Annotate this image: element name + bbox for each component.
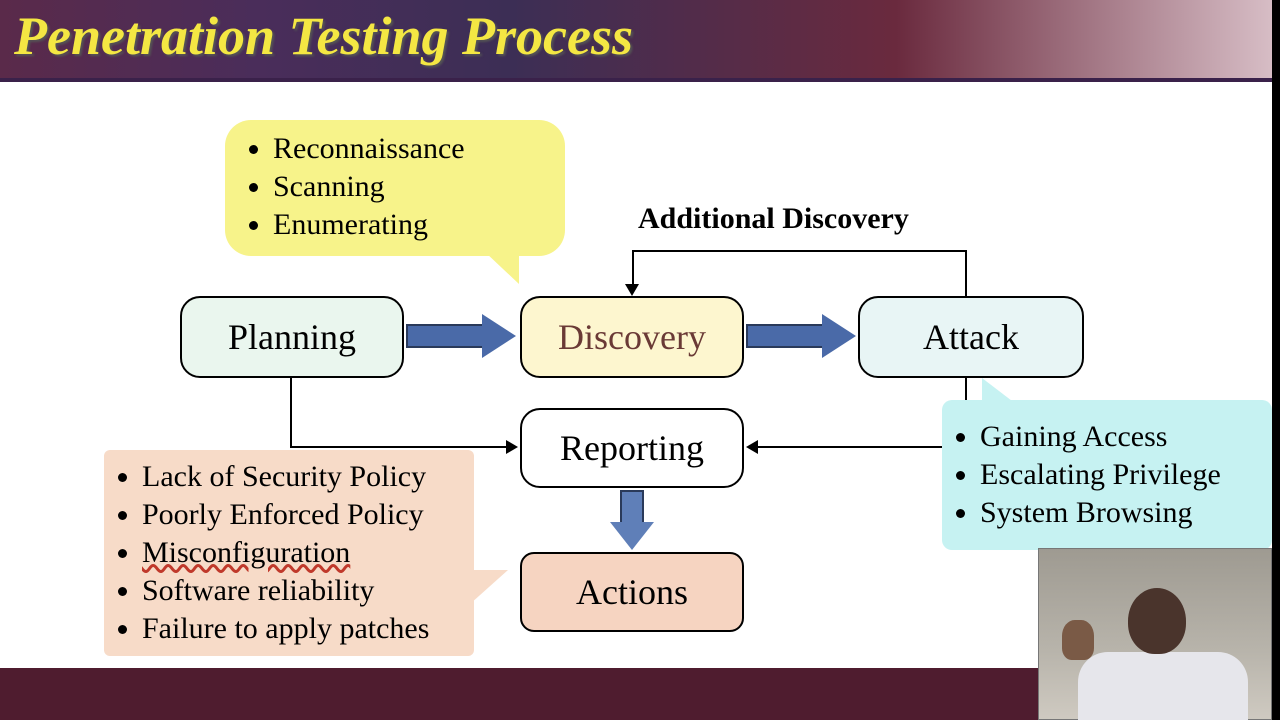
list-item: Enumerating: [273, 206, 545, 244]
actions-node: Actions: [520, 552, 744, 632]
connector-arrowhead-icon: [746, 440, 758, 454]
list-item: System Browsing: [980, 494, 1262, 532]
connector-line: [756, 446, 967, 448]
presenter-silhouette: [1062, 620, 1094, 660]
list-item: Poorly Enforced Policy: [142, 496, 464, 534]
list-item: Reconnaissance: [273, 130, 545, 168]
list-item: Gaining Access: [980, 418, 1262, 456]
connector-line: [290, 378, 292, 448]
list-item: Failure to apply patches: [142, 610, 464, 648]
attack-node: Attack: [858, 296, 1084, 378]
list-item: Scanning: [273, 168, 545, 206]
node-label: Discovery: [558, 316, 706, 358]
callout-tail-icon: [982, 378, 1016, 404]
presenter-video: [1038, 548, 1272, 720]
presenter-silhouette: [1128, 588, 1186, 654]
list-item: Software reliability: [142, 572, 464, 610]
callout-tail-icon: [485, 252, 519, 284]
callout-tail-icon: [470, 570, 508, 604]
loop-line: [632, 250, 967, 252]
actions-callout-list: Lack of Security Policy Poorly Enforced …: [114, 458, 464, 648]
attack-callout: Gaining Access Escalating Privilege Syst…: [942, 400, 1272, 550]
node-label: Actions: [576, 571, 688, 613]
connector-arrowhead-icon: [506, 440, 518, 454]
loop-arrowhead-icon: [625, 284, 639, 296]
loop-line: [632, 250, 634, 286]
presenter-silhouette: [1078, 652, 1248, 720]
loop-line: [965, 250, 967, 296]
list-item: Lack of Security Policy: [142, 458, 464, 496]
planning-node: Planning: [180, 296, 404, 378]
letterbox-right: [1272, 0, 1280, 720]
discovery-callout: Reconnaissance Scanning Enumerating: [225, 120, 565, 256]
discovery-node: Discovery: [520, 296, 744, 378]
node-label: Planning: [228, 316, 356, 358]
node-label: Reporting: [560, 427, 704, 469]
node-label: Attack: [923, 316, 1019, 358]
additional-discovery-label: Additional Discovery: [638, 202, 909, 236]
slide: Penetration Testing Process Additional D…: [0, 0, 1280, 720]
title-bar: Penetration Testing Process: [0, 0, 1280, 82]
attack-callout-list: Gaining Access Escalating Privilege Syst…: [952, 418, 1262, 532]
reporting-node: Reporting: [520, 408, 744, 488]
slide-title: Penetration Testing Process: [14, 5, 633, 67]
connector-line: [290, 446, 508, 448]
misspelling-underline: Misconfiguration: [142, 536, 350, 569]
actions-callout: Lack of Security Policy Poorly Enforced …: [104, 450, 474, 656]
discovery-callout-list: Reconnaissance Scanning Enumerating: [245, 130, 545, 244]
list-item: Misconfiguration: [142, 534, 464, 572]
list-item: Escalating Privilege: [980, 456, 1262, 494]
